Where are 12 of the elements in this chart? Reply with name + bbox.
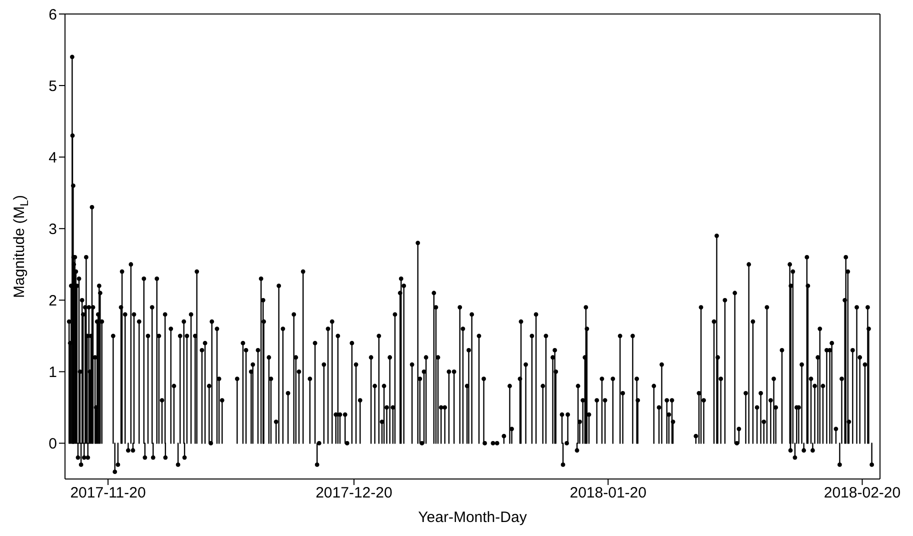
y-tick-label: 3 [48,220,57,238]
y-tick-label: 2 [48,292,57,310]
x-tick-label: 2017-12-20 [316,484,392,502]
y-tick-label: 5 [48,78,57,95]
x-tick-label: 2017-11-20 [70,484,146,502]
y-tick-label: 4 [48,149,57,166]
y-tick-label: 0 [48,436,57,453]
y-tick-label: 1 [48,364,57,382]
x-axis-title: Year-Month-Day [418,509,528,526]
y-tick-label: 6 [48,6,57,24]
x-tick-label: 2018-02-20 [824,484,901,502]
x-tick-label: 2018-01-20 [570,484,646,502]
